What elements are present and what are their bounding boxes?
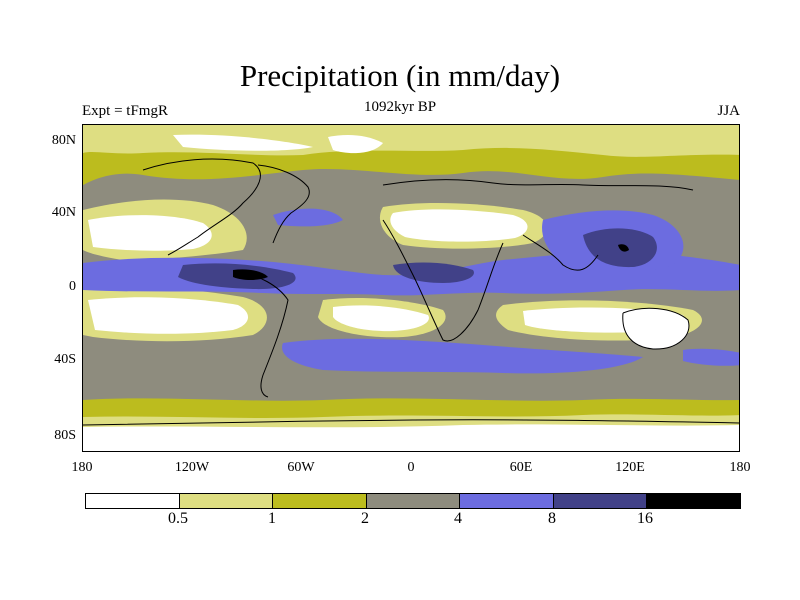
colorbar-swatch-4 xyxy=(460,494,554,508)
experiment-label: Expt = tFmgR xyxy=(82,103,168,119)
colorbar-swatch-0 xyxy=(86,494,180,508)
colorbar-label-8: 8 xyxy=(548,510,556,527)
colorbar-label-1: 1 xyxy=(268,510,276,527)
colorbar-label-16: 16 xyxy=(637,510,653,527)
colorbar-label-2: 2 xyxy=(361,510,369,527)
lat-label-0: 0 xyxy=(69,279,76,294)
season-label: JJA xyxy=(717,103,740,119)
colorbar-swatch-5 xyxy=(553,494,648,508)
lon-label-120w: 120W xyxy=(174,460,210,475)
lat-label-40n: 40N xyxy=(51,205,76,220)
lon-label-120e: 120E xyxy=(615,460,645,475)
colorbar-swatch-2 xyxy=(273,494,367,508)
colorbar-label-0-5: 0.5 xyxy=(168,510,188,527)
lat-label-80s: 80S xyxy=(54,428,76,443)
plot-subtitle: 1092kyr BP xyxy=(363,99,437,115)
colorbar-swatch-3 xyxy=(366,494,461,508)
lon-label-60e: 60E xyxy=(509,460,533,475)
lat-label-40s: 40S xyxy=(54,352,76,367)
colorbar xyxy=(85,493,741,509)
precipitation-map xyxy=(82,124,740,452)
colorbar-swatch-1 xyxy=(179,494,274,508)
colorbar-label-4: 4 xyxy=(454,510,462,527)
lon-label-180w: 180 xyxy=(71,460,93,475)
lon-label-0: 0 xyxy=(407,460,415,475)
lat-label-80n: 80N xyxy=(51,133,76,148)
lon-label-180e: 180 xyxy=(729,460,751,475)
plot-title: Precipitation (in mm/day) xyxy=(239,58,561,93)
lon-label-60w: 60W xyxy=(287,460,315,475)
map-field xyxy=(83,125,739,451)
colorbar-swatch-6 xyxy=(647,494,741,508)
